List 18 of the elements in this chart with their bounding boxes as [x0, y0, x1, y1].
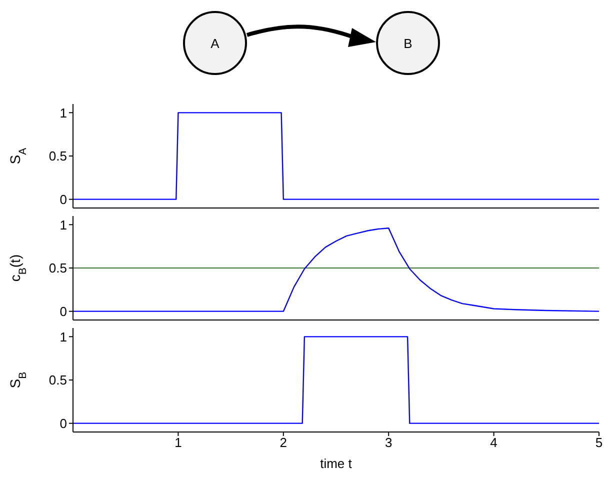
y-tick-label: 0.5 — [48, 148, 67, 164]
y-tick-label: 1 — [60, 105, 67, 120]
y-tick-label: 0 — [60, 416, 67, 431]
text: A — [210, 36, 220, 51]
x-tick-label: 3 — [384, 435, 392, 450]
x-tick-label: 1 — [174, 435, 182, 450]
y-tick-label: 1 — [60, 329, 67, 344]
x-tick-label: 5 — [595, 435, 603, 450]
line-series — [73, 228, 599, 312]
y-tick-label: 0 — [60, 192, 67, 207]
x-tick-label: 2 — [280, 435, 288, 450]
text: B — [404, 36, 412, 51]
x-axis-title: time t — [320, 456, 352, 471]
y-tick-label: 0.5 — [48, 372, 67, 388]
x-tick-label: 4 — [490, 435, 498, 450]
y-tick-label: 0 — [60, 304, 67, 319]
y-tick-label: 1 — [60, 217, 67, 232]
y-tick-label: 0.5 — [48, 260, 67, 276]
